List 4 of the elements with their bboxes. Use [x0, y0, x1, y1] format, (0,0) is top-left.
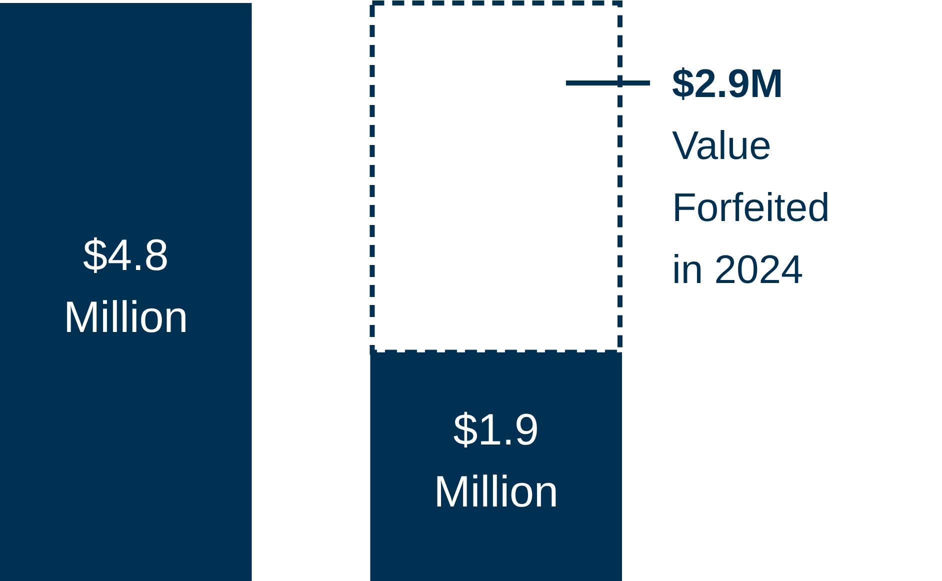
series-label: Value Forfeited in 2024: [672, 124, 830, 292]
data-label: $2.9M: [672, 62, 784, 106]
data-label: $4.8 Million: [64, 231, 188, 342]
data-label: $1.9 Million: [434, 406, 558, 517]
